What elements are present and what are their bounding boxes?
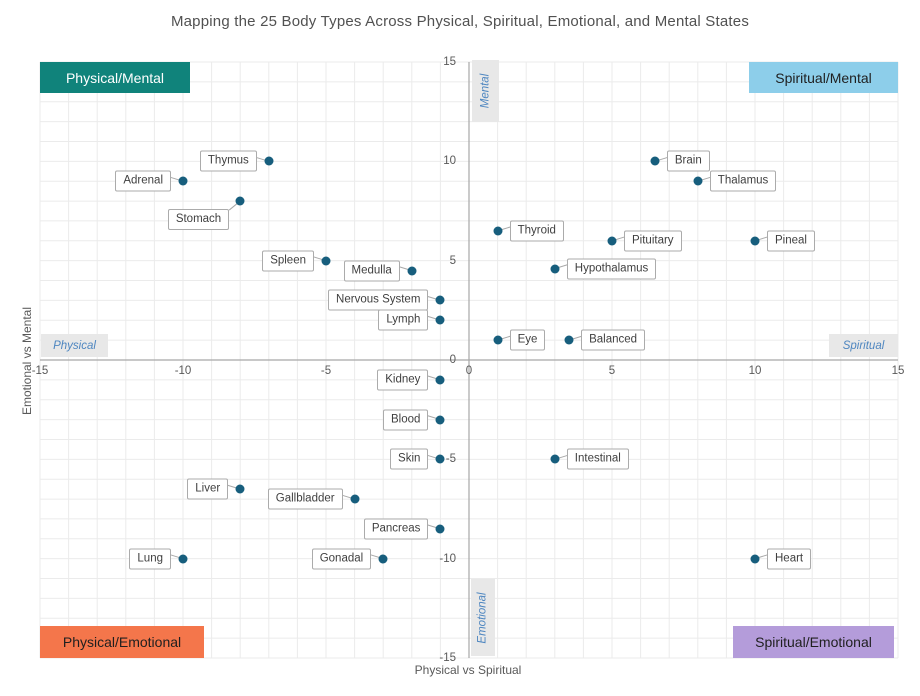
x-tick-label: 15 (891, 365, 905, 377)
y-tick-label: 5 (449, 254, 456, 267)
x-axis-title: Physical vs Spiritual (414, 663, 522, 677)
data-point-heart (750, 554, 760, 564)
y-tick-label: -10 (439, 552, 456, 565)
axis-tag-physical-text: Physical (53, 339, 96, 352)
point-label-blood: Blood (382, 409, 429, 431)
data-point-medulla (407, 266, 417, 276)
point-label-lung: Lung (129, 548, 171, 570)
data-point-stomach (235, 196, 245, 206)
data-point-balanced (564, 335, 574, 345)
data-point-eye (493, 335, 503, 345)
point-label-thymus: Thymus (199, 150, 257, 172)
point-label-pituitary: Pituitary (624, 230, 682, 252)
point-label-intestinal: Intestinal (566, 448, 629, 470)
x-tick-label: -5 (320, 365, 332, 377)
point-label-nervous-system: Nervous System (328, 289, 429, 311)
data-point-thymus (264, 156, 274, 166)
y-tick-label: 10 (443, 155, 456, 168)
point-label-stomach: Stomach (167, 209, 230, 231)
data-point-thyroid (493, 226, 503, 236)
y-tick-label: -15 (439, 652, 456, 664)
point-label-thyroid: Thyroid (509, 220, 564, 242)
x-tick-label: 0 (465, 365, 473, 377)
data-point-pancreas (435, 524, 445, 534)
data-point-pineal (750, 236, 760, 246)
point-label-balanced: Balanced (581, 329, 646, 351)
quadrant-label-spiritual-mental: Spiritual/Mental (749, 62, 898, 93)
data-point-intestinal (550, 454, 560, 464)
y-tick-label: -5 (445, 453, 456, 466)
axis-tag-emotional-text: Emotional (477, 591, 490, 644)
point-label-hypothalamus: Hypothalamus (566, 258, 657, 280)
axis-tag-spiritual: Spiritual (829, 334, 898, 357)
point-label-pineal: Pineal (767, 230, 815, 252)
point-label-heart: Heart (767, 548, 812, 570)
point-label-liver: Liver (187, 478, 229, 500)
quadrant-label-physical-mental: Physical/Mental (40, 62, 190, 93)
data-point-lung (178, 554, 188, 564)
axis-tag-mental: Mental (472, 60, 499, 122)
x-tick-label: 5 (608, 365, 616, 377)
y-axis-title: Emotional vs Mental (20, 306, 34, 416)
x-tick-label: -10 (174, 365, 192, 377)
y-tick-label: 0 (449, 354, 456, 366)
point-label-kidney: Kidney (377, 369, 429, 391)
data-point-gallbladder (350, 494, 360, 504)
axis-tag-spiritual-text: Spiritual (842, 339, 885, 352)
data-point-nervous-system (435, 295, 445, 305)
point-label-brain: Brain (666, 150, 710, 172)
point-label-pancreas: Pancreas (363, 518, 429, 540)
quadrant-label-physical-emotional: Physical/Emotional (40, 626, 204, 658)
chart-title: Mapping the 25 Body Types Across Physica… (170, 13, 750, 30)
point-label-gonadal: Gonadal (311, 548, 372, 570)
point-label-adrenal: Adrenal (115, 170, 171, 192)
quadrant-label-spiritual-emotional: Spiritual/Emotional (733, 626, 894, 658)
point-label-eye: Eye (509, 329, 546, 351)
point-label-thalamus: Thalamus (709, 170, 777, 192)
axis-tag-mental-text: Mental (479, 73, 492, 109)
data-point-lymph (435, 315, 445, 325)
y-tick-label: 15 (443, 56, 456, 68)
data-point-skin (435, 454, 445, 464)
data-point-hypothalamus (550, 264, 560, 274)
axis-tag-physical: Physical (41, 334, 108, 357)
axis-tag-emotional: Emotional (471, 579, 495, 656)
point-label-lymph: Lymph (378, 309, 429, 331)
data-point-pituitary (607, 236, 617, 246)
data-point-adrenal (178, 176, 188, 186)
x-tick-label: 10 (748, 365, 762, 377)
data-point-brain (650, 156, 660, 166)
data-point-blood (435, 415, 445, 425)
data-point-thalamus (693, 176, 703, 186)
point-label-gallbladder: Gallbladder (267, 488, 343, 510)
x-tick-label: -15 (31, 365, 49, 377)
data-point-kidney (435, 375, 445, 385)
data-point-gonadal (378, 554, 388, 564)
data-point-liver (235, 484, 245, 494)
point-label-skin: Skin (390, 448, 429, 470)
point-label-medulla: Medulla (343, 260, 400, 282)
point-label-spleen: Spleen (262, 250, 314, 272)
data-point-spleen (321, 256, 331, 266)
